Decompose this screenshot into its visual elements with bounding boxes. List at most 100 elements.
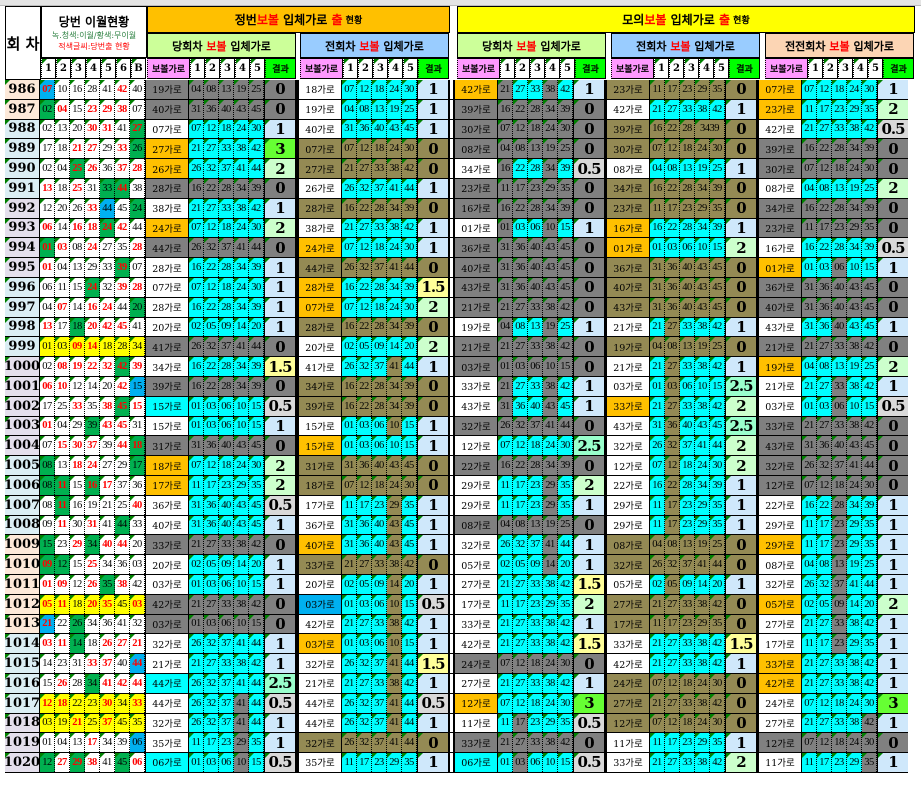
bobol-number[interactable]: 27 bbox=[513, 337, 528, 357]
bobol-number[interactable]: 04 bbox=[650, 535, 665, 555]
bobol-number[interactable]: 35 bbox=[558, 475, 573, 495]
bobol-number[interactable]: 41 bbox=[387, 693, 402, 713]
bobol-number[interactable]: 21 bbox=[498, 297, 513, 317]
bobol-number[interactable]: 40 bbox=[528, 258, 543, 277]
result-value[interactable]: 2.5 bbox=[573, 436, 604, 456]
winning-number[interactable]: 34 bbox=[100, 733, 115, 753]
round-number[interactable]: 990 bbox=[5, 159, 40, 178]
winning-number[interactable]: 01 bbox=[40, 416, 55, 436]
bobol-number[interactable]: 43 bbox=[234, 515, 249, 535]
winning-number[interactable]: 32 bbox=[130, 614, 145, 634]
result-value[interactable]: 0 bbox=[573, 99, 604, 119]
bobol-number[interactable]: 38 bbox=[387, 555, 402, 574]
winning-number[interactable]: 38 bbox=[115, 99, 130, 119]
bobol-number[interactable]: 03 bbox=[204, 614, 219, 634]
bobol-label[interactable]: 39가로 bbox=[759, 139, 802, 159]
bobol-number[interactable]: 16 bbox=[342, 317, 357, 337]
bobol-number[interactable]: 10 bbox=[543, 218, 558, 238]
bobol-number[interactable]: 12 bbox=[357, 80, 372, 99]
bobol-number[interactable]: 06 bbox=[372, 594, 387, 614]
bobol-label[interactable]: 16가로 bbox=[455, 198, 498, 218]
bobol-number[interactable]: 24 bbox=[695, 673, 710, 693]
bobol-number[interactable]: 10 bbox=[234, 753, 249, 772]
bobol-number[interactable]: 21 bbox=[189, 198, 204, 218]
winning-number[interactable]: 34 bbox=[115, 693, 130, 713]
bobol-number[interactable]: 02 bbox=[189, 317, 204, 337]
winning-number[interactable]: 36 bbox=[130, 475, 145, 495]
bobol-label[interactable]: 15가로 bbox=[299, 436, 342, 456]
bobol-number[interactable]: 28 bbox=[832, 495, 847, 515]
bobol-number[interactable]: 27 bbox=[513, 673, 528, 693]
winning-number[interactable]: 27 bbox=[85, 139, 100, 159]
bobol-number[interactable]: 27 bbox=[357, 218, 372, 238]
bobol-number[interactable]: 45 bbox=[249, 436, 264, 456]
winning-number[interactable]: 07 bbox=[40, 436, 55, 456]
winning-number[interactable]: 29 bbox=[100, 99, 115, 119]
bobol-number[interactable]: 30 bbox=[862, 80, 877, 99]
bobol-number[interactable]: 33 bbox=[528, 297, 543, 317]
winning-number[interactable]: 25 bbox=[85, 713, 100, 733]
bobol-number[interactable]: 38 bbox=[695, 753, 710, 772]
bobol-number[interactable]: 12 bbox=[357, 139, 372, 159]
bobol-number[interactable]: 21 bbox=[802, 654, 817, 673]
result-value[interactable]: 2 bbox=[725, 436, 756, 456]
bobol-number[interactable]: 15 bbox=[249, 574, 264, 594]
bobol-number[interactable]: 35 bbox=[862, 753, 877, 772]
result-value[interactable]: 0 bbox=[877, 198, 908, 218]
winning-number[interactable]: 01 bbox=[40, 733, 55, 753]
bobol-label[interactable]: 21가로 bbox=[146, 654, 189, 673]
bobol-number[interactable]: 11 bbox=[498, 475, 513, 495]
bobol-number[interactable]: 29 bbox=[543, 495, 558, 515]
bobol-number[interactable]: 27 bbox=[665, 654, 680, 673]
bobol-number[interactable]: 07 bbox=[650, 139, 665, 159]
bobol-number[interactable]: 18 bbox=[372, 475, 387, 495]
bobol-number[interactable]: 15 bbox=[402, 436, 417, 456]
bobol-label[interactable]: 33가로 bbox=[455, 614, 498, 634]
bobol-number[interactable]: 03 bbox=[665, 238, 680, 258]
winning-number[interactable]: 22 bbox=[85, 357, 100, 376]
bobol-number[interactable]: 42 bbox=[558, 634, 573, 654]
bobol-number[interactable]: 09 bbox=[372, 337, 387, 357]
bobol-number[interactable]: 14 bbox=[387, 574, 402, 594]
bobol-number[interactable]: 27 bbox=[665, 594, 680, 614]
bobol-number[interactable]: 08 bbox=[357, 99, 372, 119]
bobol-number[interactable]: 17 bbox=[665, 495, 680, 515]
bobol-number[interactable]: 01 bbox=[650, 376, 665, 396]
bobol-number[interactable]: 22 bbox=[817, 238, 832, 258]
bobol-number[interactable]: 13 bbox=[372, 99, 387, 119]
bobol-number[interactable]: 44 bbox=[249, 713, 264, 733]
result-value[interactable]: 0 bbox=[573, 297, 604, 317]
bobol-number[interactable]: 25 bbox=[249, 80, 264, 99]
bobol-number[interactable]: 14 bbox=[847, 594, 862, 614]
bobol-number[interactable]: 28 bbox=[832, 238, 847, 258]
bobol-number[interactable]: 42 bbox=[249, 198, 264, 218]
result-value[interactable]: 1 bbox=[877, 713, 908, 733]
bobol-number[interactable]: 38 bbox=[543, 297, 558, 317]
bobol-number[interactable]: 06 bbox=[219, 396, 234, 416]
bobol-number[interactable]: 39 bbox=[402, 396, 417, 416]
result-value[interactable]: 1 bbox=[877, 673, 908, 693]
bobol-number[interactable]: 30 bbox=[249, 218, 264, 238]
bobol-label[interactable]: 31가로 bbox=[146, 436, 189, 456]
result-value[interactable]: 2 bbox=[573, 594, 604, 614]
bobol-number[interactable]: 40 bbox=[832, 317, 847, 337]
bobol-number[interactable]: 33 bbox=[219, 198, 234, 218]
bobol-number[interactable]: 36 bbox=[665, 277, 680, 297]
bobol-number[interactable]: 33 bbox=[528, 634, 543, 654]
winning-number[interactable]: 17 bbox=[40, 139, 55, 159]
bobol-number[interactable]: 37 bbox=[832, 574, 847, 594]
bobol-number[interactable]: 10 bbox=[543, 753, 558, 772]
result-value[interactable]: 1 bbox=[725, 218, 756, 238]
result-value[interactable]: 1 bbox=[417, 495, 448, 515]
result-value[interactable]: 1 bbox=[877, 80, 908, 99]
winning-number[interactable]: 17 bbox=[100, 475, 115, 495]
bobol-number[interactable]: 23 bbox=[832, 515, 847, 535]
winning-number[interactable]: 31 bbox=[85, 178, 100, 198]
winning-number[interactable]: 16 bbox=[85, 475, 100, 495]
bobol-number[interactable]: 38 bbox=[695, 693, 710, 713]
winning-number[interactable]: 15 bbox=[70, 475, 85, 495]
bobol-number[interactable]: 33 bbox=[680, 396, 695, 416]
winning-number[interactable]: 45 bbox=[115, 713, 130, 733]
bobol-number[interactable]: 11 bbox=[650, 733, 665, 753]
bobol-number[interactable]: 26 bbox=[342, 654, 357, 673]
